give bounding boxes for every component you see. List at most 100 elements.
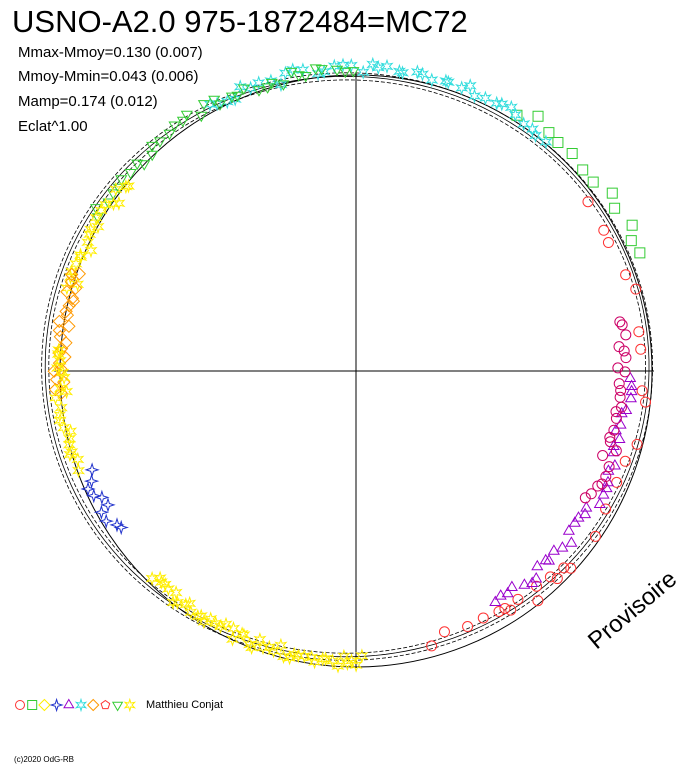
data-point [579,507,592,519]
data-point [566,148,578,160]
data-point [624,391,637,403]
data-point [615,384,627,396]
fit-envelope-outer [41,72,653,661]
legend-symbol [27,700,38,710]
data-point [84,242,98,259]
data-point [225,92,238,104]
data-point [94,489,110,506]
data-point [63,423,78,439]
data-point [505,604,517,616]
stat-mamp: Mamp=0.174 (0.012) [18,93,158,110]
data-point [415,66,430,82]
data-point [158,576,172,593]
legend-symbol [15,700,25,710]
data-point [625,379,638,390]
stat-eclat: Eclat^1.00 [18,118,88,135]
data-point [493,605,505,617]
data-point [65,444,79,460]
data-point [131,159,144,171]
data-point [233,79,247,95]
data-point [587,176,599,188]
data-point [237,84,250,95]
data-point [163,129,176,141]
data-point [512,593,524,605]
data-point [616,319,628,331]
data-point [589,530,601,542]
data-point [71,462,86,479]
data-point [395,65,410,81]
data-point [80,481,96,497]
data-point [154,574,168,590]
data-point [226,620,241,637]
data-point [604,436,616,448]
data-point [115,175,128,186]
data-point [315,65,328,76]
data-point [304,649,319,666]
data-point [347,67,360,78]
data-point [52,314,67,329]
data-point [610,445,622,457]
data-point [608,459,621,470]
data-point [311,65,325,82]
data-point [89,210,103,226]
data-point [331,658,345,674]
legend-symbol [123,697,137,713]
data-point [547,544,560,555]
data-point [213,100,227,111]
data-point [84,462,100,478]
data-point [50,360,65,376]
data-point [600,481,613,493]
data-point [146,141,159,153]
data-point [455,80,469,96]
data-point [277,80,290,91]
data-point [556,541,569,552]
data-point [204,611,218,627]
data-point [582,196,594,208]
data-point [74,249,88,265]
data-point [552,137,564,149]
data-point [441,74,455,90]
data-point [439,73,453,89]
data-point [297,648,311,664]
data-point [62,319,76,334]
fit-curve-main [44,75,650,658]
data-point [184,604,198,620]
data-point [180,110,193,122]
data-point [606,187,618,199]
data-point [608,424,620,436]
data-point [494,589,507,600]
data-point [63,269,78,285]
data-point [489,595,502,606]
data-point [634,247,646,259]
chart-title: USNO-A2.0 975-1872484=MC72 [12,4,468,39]
data-point [261,83,274,94]
data-point [504,99,518,115]
data-point [54,399,68,416]
data-point [633,326,645,338]
data-point [235,626,249,642]
data-point [598,224,610,236]
legend-observer: Matthieu Conjat [146,699,224,711]
data-point [146,150,159,162]
data-point [112,195,126,211]
data-point [607,439,620,450]
data-point [98,513,114,529]
data-point [543,127,555,139]
data-point [620,403,633,414]
fit-envelope-inner [48,79,646,654]
data-point [562,524,575,535]
legend-symbol [74,697,88,713]
data-point [585,488,597,500]
data-point [84,221,98,238]
data-point [551,573,563,585]
data-point [253,631,267,648]
data-point [64,275,79,289]
data-point [620,329,632,341]
data-point [625,384,638,396]
data-point [119,178,133,195]
data-point [610,406,622,418]
data-point [242,636,257,653]
data-point [220,94,234,110]
data-point [410,64,425,80]
